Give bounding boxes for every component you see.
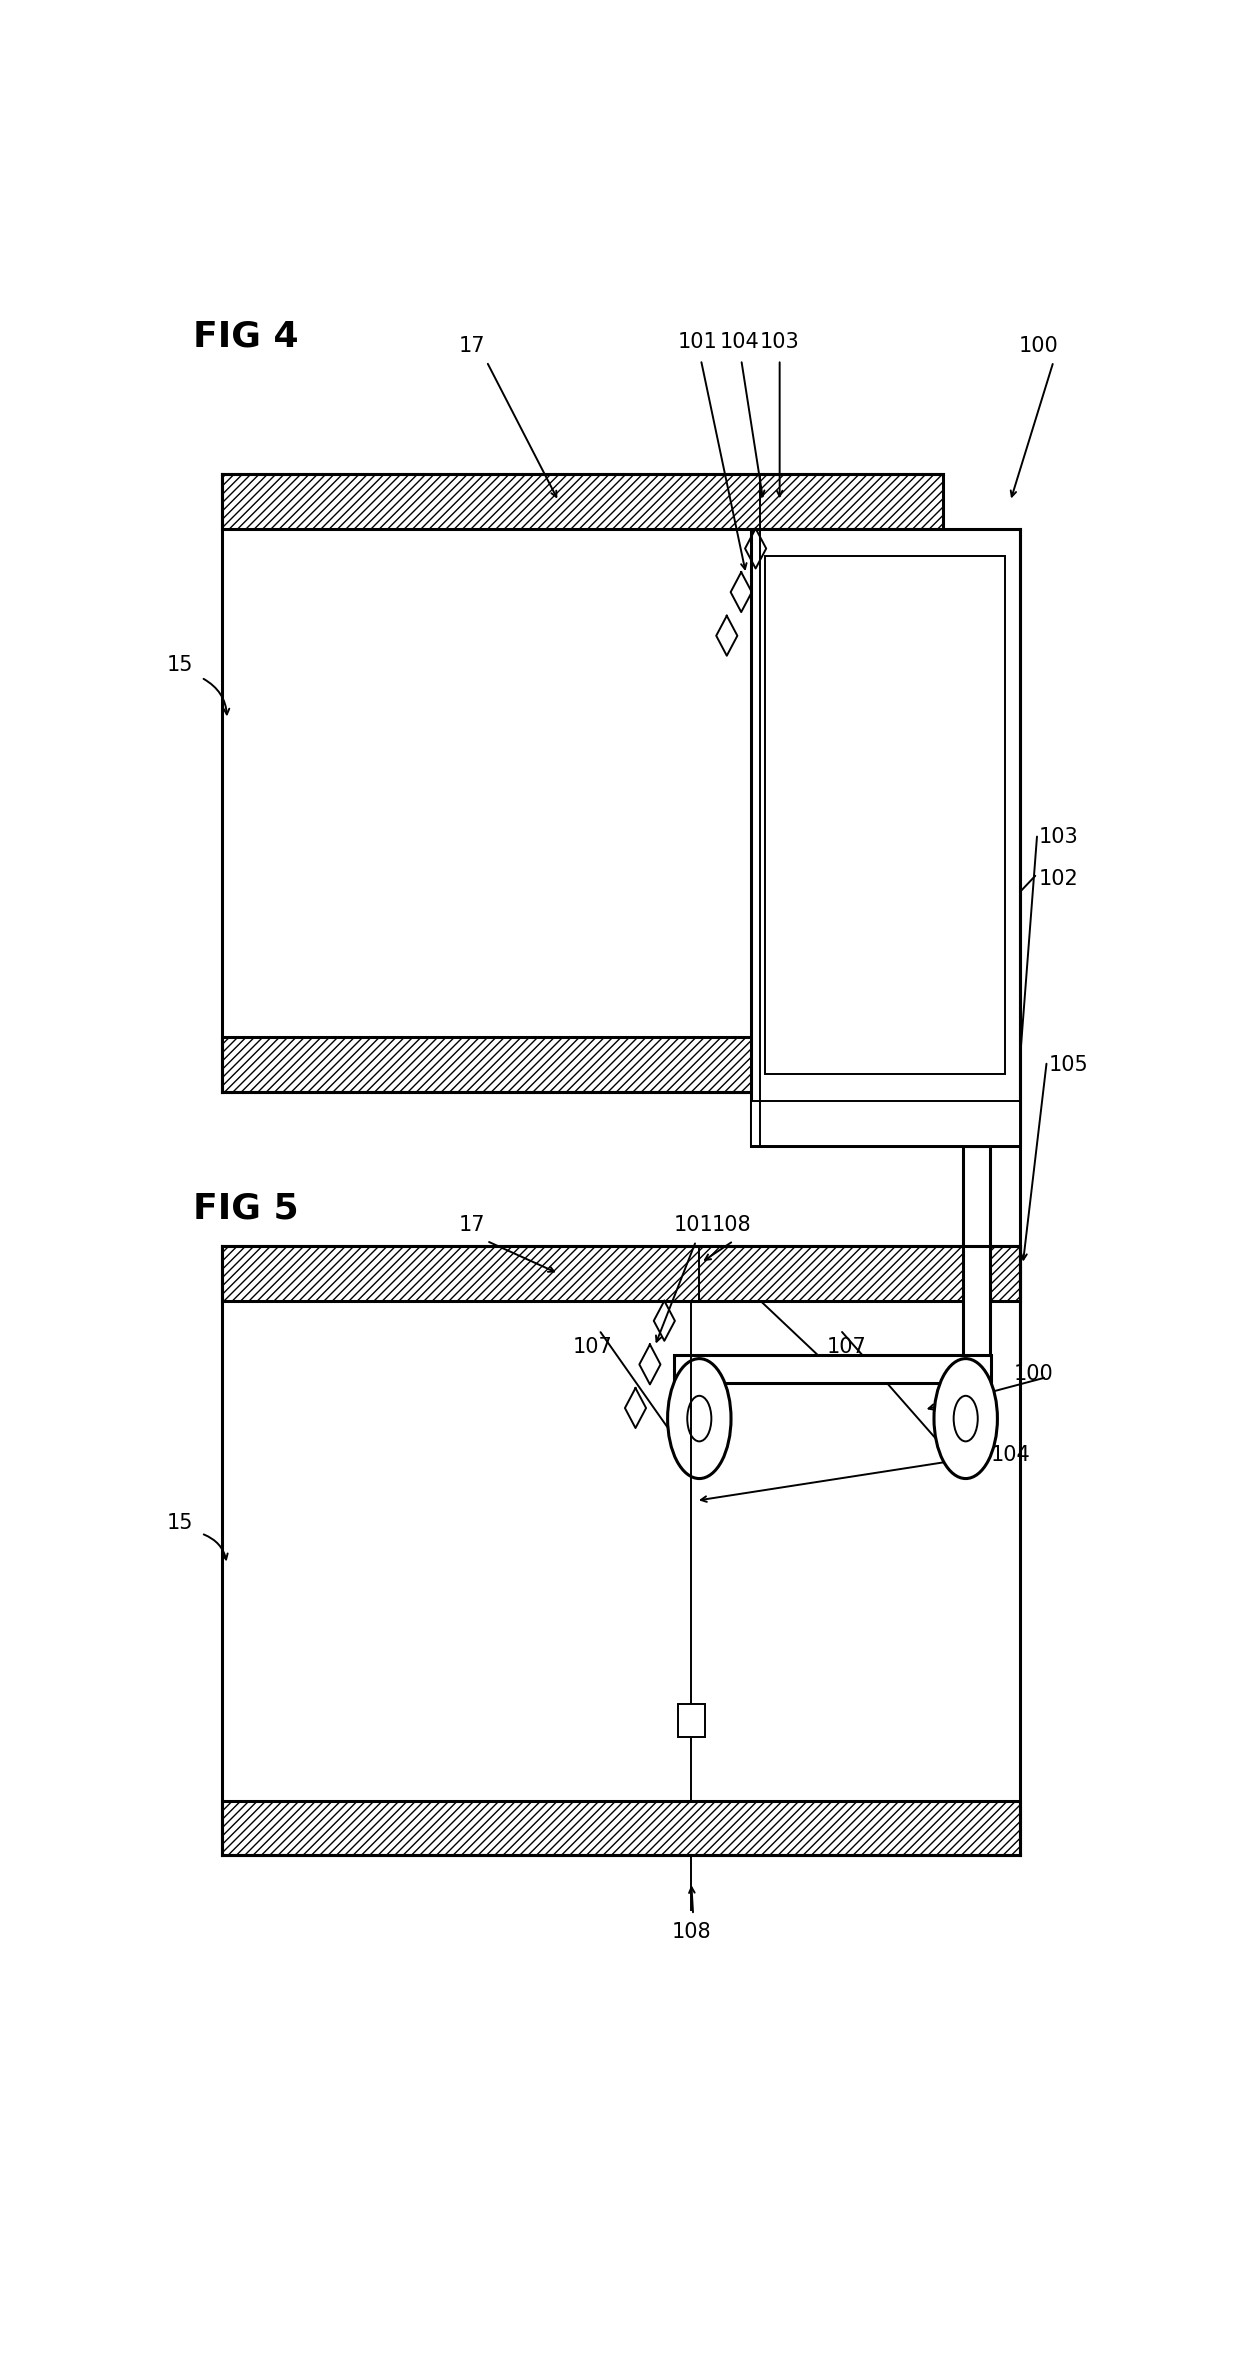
Text: 107: 107 — [827, 1338, 867, 1357]
Text: 108: 108 — [712, 1215, 751, 1234]
Circle shape — [687, 1395, 712, 1442]
Text: 101: 101 — [678, 333, 718, 352]
Text: 104: 104 — [719, 333, 759, 352]
Bar — [222, 1801, 1021, 1855]
Text: 100: 100 — [1014, 1364, 1054, 1383]
Bar — [222, 474, 942, 529]
Bar — [675, 1355, 991, 1383]
Text: 105: 105 — [1049, 1055, 1089, 1074]
Text: 17: 17 — [459, 335, 485, 356]
Text: 106: 106 — [707, 1279, 746, 1298]
Circle shape — [667, 1359, 732, 1480]
Text: 103: 103 — [1039, 828, 1079, 847]
Text: FIG 5: FIG 5 — [193, 1192, 299, 1225]
Text: 102: 102 — [1039, 868, 1079, 890]
Text: 103: 103 — [760, 333, 800, 352]
Bar — [222, 1038, 942, 1093]
Text: 104: 104 — [991, 1444, 1030, 1466]
Text: 15: 15 — [167, 654, 193, 675]
Text: 100: 100 — [1018, 335, 1058, 356]
Bar — [222, 529, 942, 1038]
Bar — [963, 1147, 990, 1383]
Text: 17: 17 — [459, 1215, 485, 1234]
Circle shape — [934, 1359, 997, 1480]
Bar — [751, 529, 1021, 1147]
Text: 15: 15 — [167, 1513, 193, 1532]
Circle shape — [954, 1395, 978, 1442]
Text: 107: 107 — [573, 1338, 613, 1357]
Bar — [222, 1246, 1021, 1300]
Bar — [765, 555, 1006, 1074]
Bar — [751, 1100, 1021, 1147]
Text: 108: 108 — [671, 1923, 711, 1942]
Bar — [222, 1300, 1021, 1801]
Bar — [678, 1704, 704, 1737]
Text: 101: 101 — [673, 1215, 713, 1234]
Text: FIG 4: FIG 4 — [193, 319, 299, 354]
